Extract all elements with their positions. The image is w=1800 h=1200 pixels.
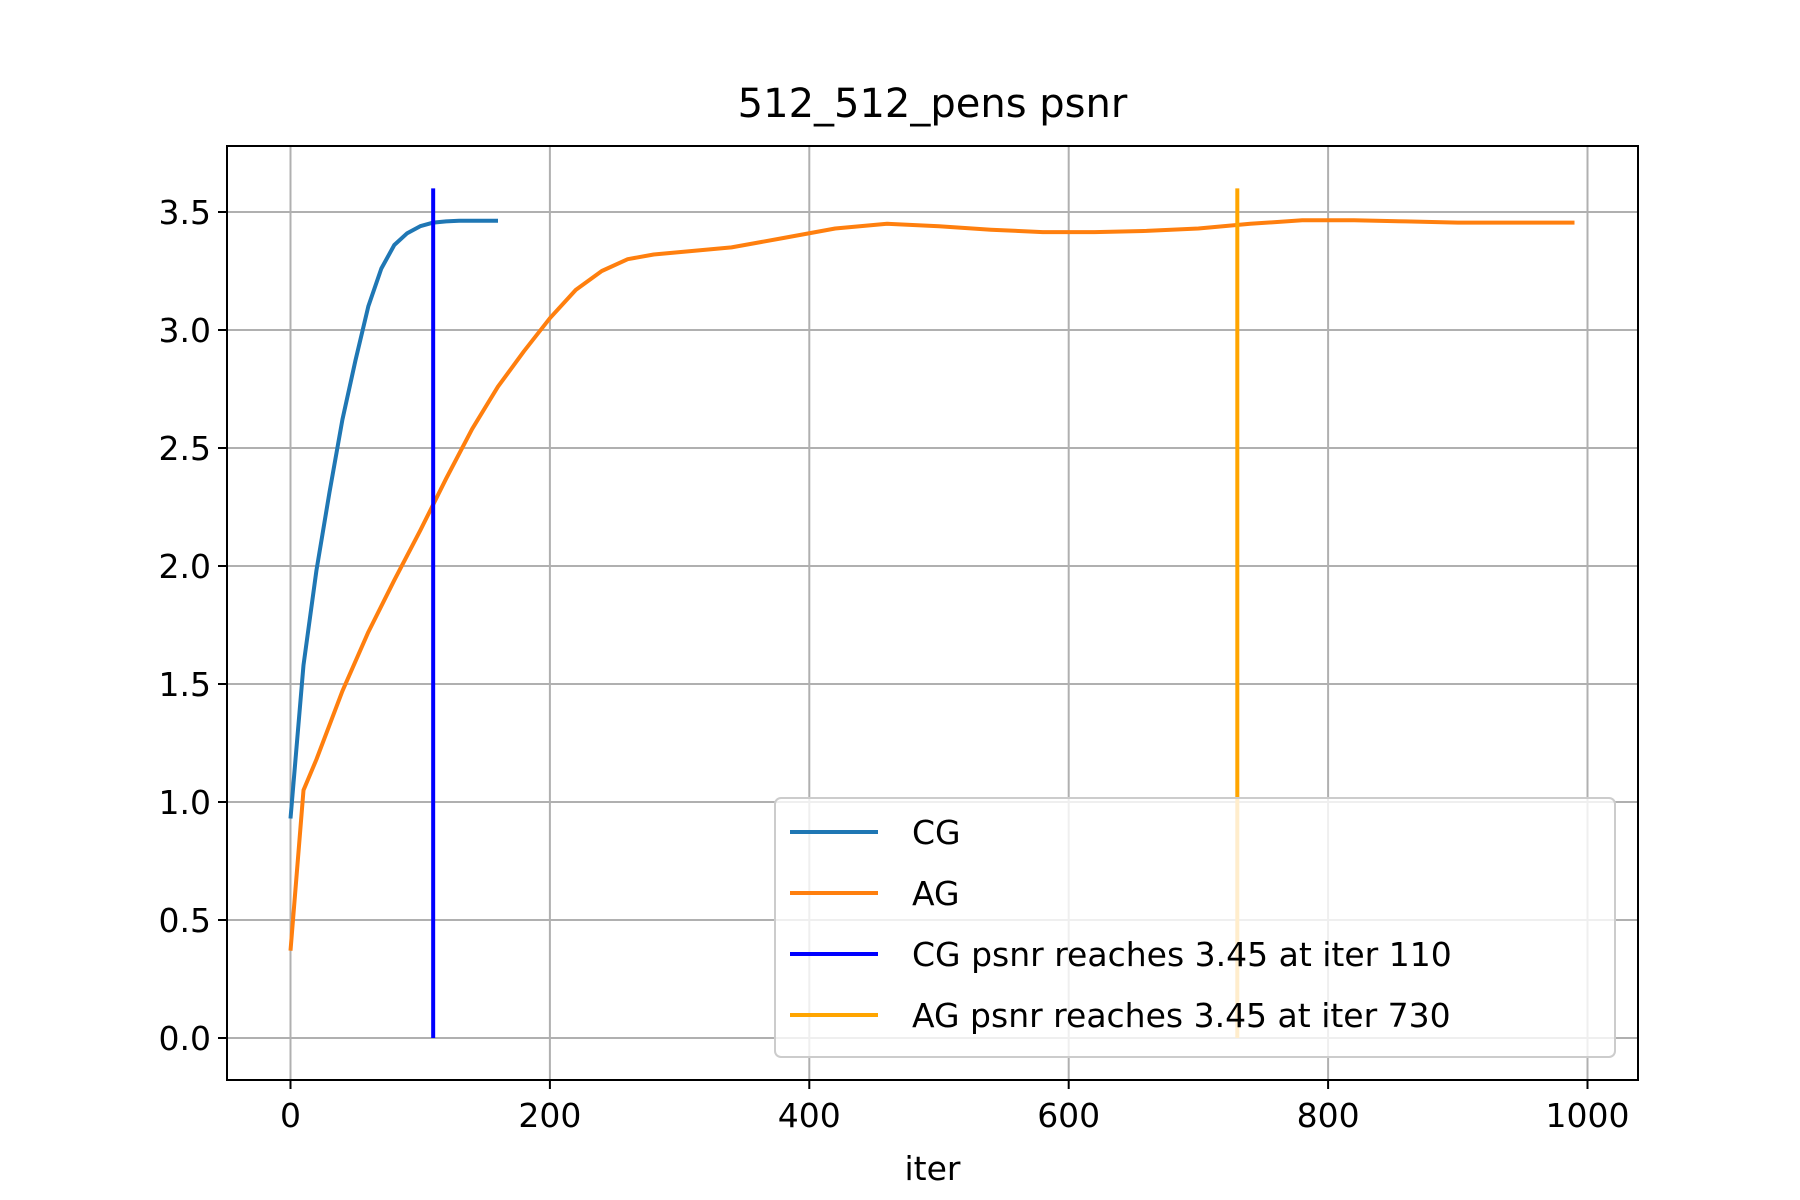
- y-tick-label: 1.5: [159, 665, 211, 704]
- x-tick-label: 1000: [1546, 1096, 1630, 1135]
- grid: [227, 146, 1638, 1080]
- y-tick-label: 2.0: [159, 547, 211, 586]
- series-line-cg: [288, 218, 498, 819]
- x-tick-label: 800: [1297, 1096, 1360, 1135]
- x-axis-label: iter: [905, 1149, 961, 1188]
- y-tick-label: 0.5: [159, 901, 211, 940]
- y-tick-label: 2.5: [159, 429, 211, 468]
- legend: CG AG CG psnr reaches 3.45 at iter 110 AG p…: [774, 797, 1616, 1058]
- legend-box: [774, 797, 1616, 1058]
- series-line-ag: [288, 218, 1575, 951]
- legend-label: AG: [912, 874, 960, 913]
- y-tick-label: 3.0: [159, 311, 211, 350]
- legend-label: CG: [912, 813, 961, 852]
- y-tick-label: 1.0: [159, 783, 211, 822]
- x-tick-label: 200: [518, 1096, 581, 1135]
- legend-label: AG psnr reaches 3.45 at iter 730: [912, 996, 1451, 1035]
- ticks: 0 200 400 600 800 1000 0.0 0.5 1.0 1.5 2.0 2.5 3.0 3.…: [159, 193, 1630, 1135]
- y-tick-label: 3.5: [159, 193, 211, 232]
- chart-title: 512_512_pens psnr: [738, 81, 1128, 127]
- x-tick-label: 600: [1037, 1096, 1100, 1135]
- x-tick-label: 0: [280, 1096, 301, 1135]
- x-tick-label: 400: [778, 1096, 841, 1135]
- legend-label: CG psnr reaches 3.45 at iter 110: [912, 935, 1452, 974]
- axes-frame: [226, 145, 1639, 1081]
- y-tick-label: 0.0: [159, 1019, 211, 1058]
